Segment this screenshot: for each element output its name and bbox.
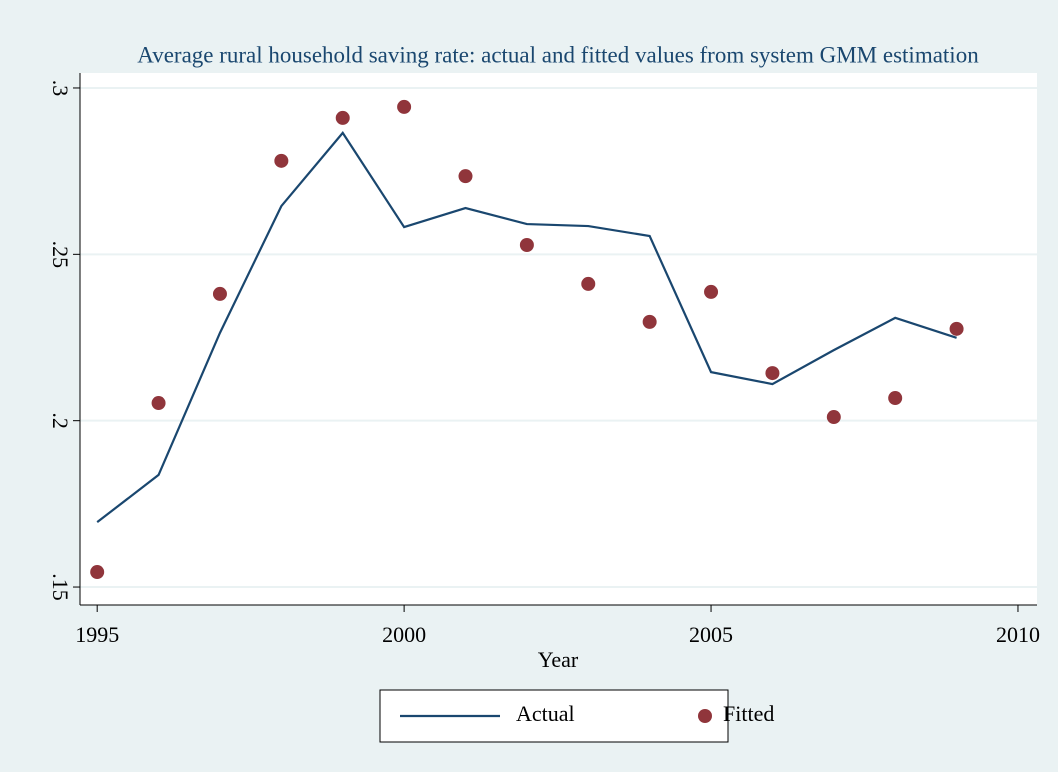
y-tick-label: .25 [48,241,73,269]
marker [704,284,719,299]
chart-title: Average rural household saving rate: act… [137,42,979,67]
marker [581,276,596,291]
marker [335,110,350,125]
marker [519,238,534,253]
legend-label: Fitted [723,701,774,726]
marker [888,391,903,406]
x-tick-label: 2010 [996,622,1040,647]
x-axis-label: Year [538,647,579,672]
marker [212,286,227,301]
y-tick-label: .15 [48,573,73,601]
plot-area [80,73,1037,605]
marker [949,321,964,336]
legend-marker [698,709,712,723]
marker [642,314,657,329]
marker [90,565,105,580]
x-tick-label: 2000 [382,622,426,647]
x-tick-label: 2005 [689,622,733,647]
line [96,131,957,524]
marker [151,396,166,411]
marker [397,99,412,114]
marker [765,366,780,381]
marker [826,410,841,425]
legend-label: Actual [516,701,575,726]
x-tick-label: 1995 [75,622,119,647]
marker [274,153,289,168]
marker [458,169,473,184]
y-tick-label: .3 [48,80,73,97]
y-tick-label: .2 [48,412,73,429]
